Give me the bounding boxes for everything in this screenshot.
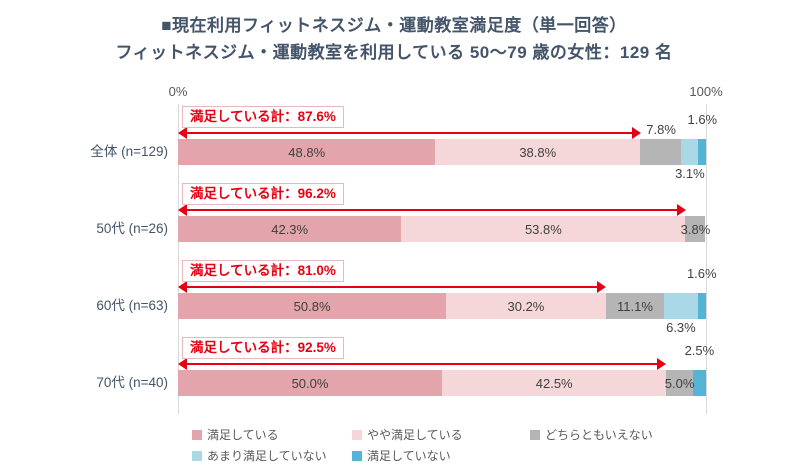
somewhat_satisfied-swatch: [352, 429, 362, 440]
segment-somewhat_dissatisfied: [681, 139, 698, 165]
legend-label: 満足している: [207, 428, 279, 442]
axis-label-0: 0%: [168, 84, 188, 99]
segment-dissatisfied: [697, 293, 706, 319]
segment-outside-label: 7.8%: [646, 122, 676, 137]
satisfied-total-callout: 満足している計：81.0%: [182, 260, 344, 282]
legend-label: やや満足している: [367, 428, 463, 442]
legend-label: 満足していない: [367, 449, 451, 463]
segment-somewhat_satisfied: 53.8%: [401, 216, 686, 242]
segment-satisfied: 50.8%: [178, 293, 447, 319]
segment-satisfied: 50.0%: [178, 370, 442, 396]
legend-row: あまり満足していない 満足していない: [192, 445, 653, 466]
satisfied-total-arrow: [178, 127, 641, 139]
satisfied-total-arrow: [178, 358, 667, 370]
chart-area: 0% 100% 全体 (n=129) 満足している計：87.6% 48.8% 38.8…: [90, 84, 723, 414]
satisfied-total-arrow: [178, 281, 606, 293]
legend-item-somewhat_satisfied: やや満足している: [352, 426, 530, 443]
legend-item-somewhat_dissatisfied: あまり満足していない: [192, 447, 352, 464]
segment-satisfied: 48.8%: [178, 139, 436, 165]
satisfied-total-callout: 満足している計：92.5%: [182, 337, 344, 359]
segment-label: 48.8%: [288, 144, 326, 160]
segment-somewhat_satisfied: 38.8%: [435, 139, 641, 165]
segment-label: 50.8%: [293, 298, 331, 314]
arrow-line: [180, 286, 604, 288]
bar-row: 60代 (n=63) 満足している計：81.0% 50.8% 30.2% 11.1% 6.…: [96, 260, 717, 337]
arrow-line: [180, 363, 665, 365]
satisfied-total-callout: 満足している計：87.6%: [182, 106, 344, 128]
neither-swatch: [530, 429, 540, 440]
stacked-bar: 42.3% 53.8% 3.8%: [178, 216, 710, 242]
chart-title: ■現在利用フィットネスジム・運動教室満足度（単一回答） フィットネスジム・運動教…: [0, 12, 788, 66]
segment-somewhat_dissatisfied: [664, 293, 698, 319]
legend-row: 満足している やや満足している どちらともいえない: [192, 424, 653, 445]
category-label: 60代 (n=63): [96, 298, 168, 313]
segment-neither: [640, 139, 682, 165]
segment-satisfied: 42.3%: [178, 216, 402, 242]
segment-neither: 3.8%: [681, 216, 710, 242]
segment-somewhat_satisfied: 42.5%: [442, 370, 667, 396]
legend-label: あまり満足していない: [207, 449, 327, 463]
plot-area: 全体 (n=129) 満足している計：87.6% 48.8% 38.8% 7.8% 3.1…: [90, 104, 717, 414]
segment-label: 5.0%: [664, 375, 695, 391]
chart-title-line1: ■現在利用フィットネスジム・運動教室満足度（単一回答）: [161, 16, 627, 35]
bar-rows: 全体 (n=129) 満足している計：87.6% 48.8% 38.8% 7.8% 3.1…: [90, 106, 717, 414]
segment-label: 3.8%: [680, 221, 711, 237]
legend: 満足している やや満足している どちらともいえないあまり満足していない 満足していない: [192, 424, 653, 466]
segment-label: 42.3%: [271, 221, 309, 237]
legend-item-satisfied: 満足している: [192, 426, 352, 443]
segment-label: 53.8%: [524, 221, 562, 237]
axis-label-100: 100%: [689, 84, 723, 99]
chart-title-line2: フィットネスジム・運動教室を利用している 50～79 歳の女性：129 名: [115, 43, 673, 62]
segment-outside-label: 3.1%: [675, 166, 705, 181]
arrow-line: [180, 209, 684, 211]
segment-label: 11.1%: [617, 298, 653, 314]
segment-outside-label: 2.5%: [684, 343, 715, 358]
gridline-0: [178, 104, 179, 414]
segment-somewhat_satisfied: 30.2%: [446, 293, 606, 319]
segment-label: 38.8%: [519, 144, 557, 160]
arrow-line: [180, 132, 639, 134]
bar-row: 全体 (n=129) 満足している計：87.6% 48.8% 38.8% 7.8% 3.1…: [90, 106, 717, 183]
segment-outside-label: 1.6%: [686, 266, 717, 281]
satisfied-total-callout: 満足している計：96.2%: [182, 183, 344, 205]
stacked-bar: 50.8% 30.2% 11.1%: [178, 293, 706, 319]
segment-dissatisfied: [697, 139, 707, 165]
segment-outside-label: 6.3%: [666, 320, 696, 335]
somewhat_dissatisfied-swatch: [192, 450, 202, 461]
gridline-100: [706, 104, 707, 414]
legend-label: どちらともいえない: [545, 428, 653, 442]
segment-label: 42.5%: [535, 375, 573, 391]
satisfied-swatch: [192, 429, 202, 440]
category-label: 50代 (n=26): [96, 221, 168, 236]
stacked-bar: 48.8% 38.8%: [178, 139, 707, 165]
legend-item-neither: どちらともいえない: [530, 426, 653, 443]
segment-label: 50.0%: [291, 375, 329, 391]
segment-neither: 11.1%: [605, 293, 665, 319]
bar-row: 50代 (n=26) 満足している計：96.2% 42.3% 53.8% 3.8%: [96, 183, 710, 260]
satisfied-total-arrow: [178, 204, 686, 216]
dissatisfied-swatch: [352, 450, 362, 461]
category-label: 70代 (n=40): [96, 375, 168, 390]
segment-neither: 5.0%: [664, 370, 695, 396]
category-label: 全体 (n=129): [90, 144, 168, 159]
x-axis: 0% 100%: [169, 84, 723, 104]
legend-item-dissatisfied: 満足していない: [352, 447, 530, 464]
segment-label: 30.2%: [507, 298, 545, 314]
segment-outside-label: 1.6%: [687, 112, 718, 127]
segment-dissatisfied: [692, 370, 706, 396]
stacked-bar: 50.0% 42.5% 5.0%: [178, 370, 706, 396]
bar-row: 70代 (n=40) 満足している計：92.5% 50.0% 42.5% 5.0% 2.5…: [96, 337, 714, 414]
